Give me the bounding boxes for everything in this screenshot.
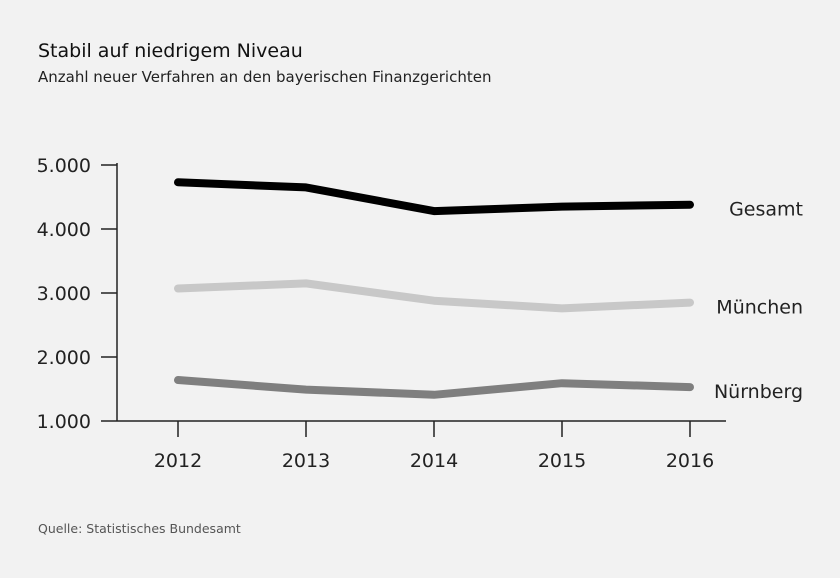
series-label-nuernberg: Nürnberg (714, 381, 803, 403)
series-line-nuernberg (174, 376, 694, 399)
y-tick-label: 3.000 (37, 283, 91, 305)
series-label-muenchen: München (716, 297, 803, 319)
series-label-gesamt: Gesamt (729, 199, 803, 221)
y-tick-label: 5.000 (37, 155, 91, 177)
chart-subtitle: Anzahl neuer Verfahren an den bayerische… (38, 68, 492, 86)
x-tick-label: 2016 (666, 450, 714, 472)
y-tick-label: 2.000 (37, 347, 91, 369)
x-tick-label: 2015 (538, 450, 586, 472)
source-note: Quelle: Statistisches Bundesamt (38, 521, 241, 536)
y-tick-label: 4.000 (37, 219, 91, 241)
x-tick-label: 2014 (410, 450, 458, 472)
x-tick-label: 2013 (282, 450, 330, 472)
y-tick-label: 1.000 (37, 411, 91, 433)
x-tick-label: 2012 (154, 450, 202, 472)
series-line-gesamt (174, 178, 694, 216)
chart-title: Stabil auf niedrigem Niveau (38, 40, 303, 62)
series-line-muenchen (174, 279, 694, 313)
